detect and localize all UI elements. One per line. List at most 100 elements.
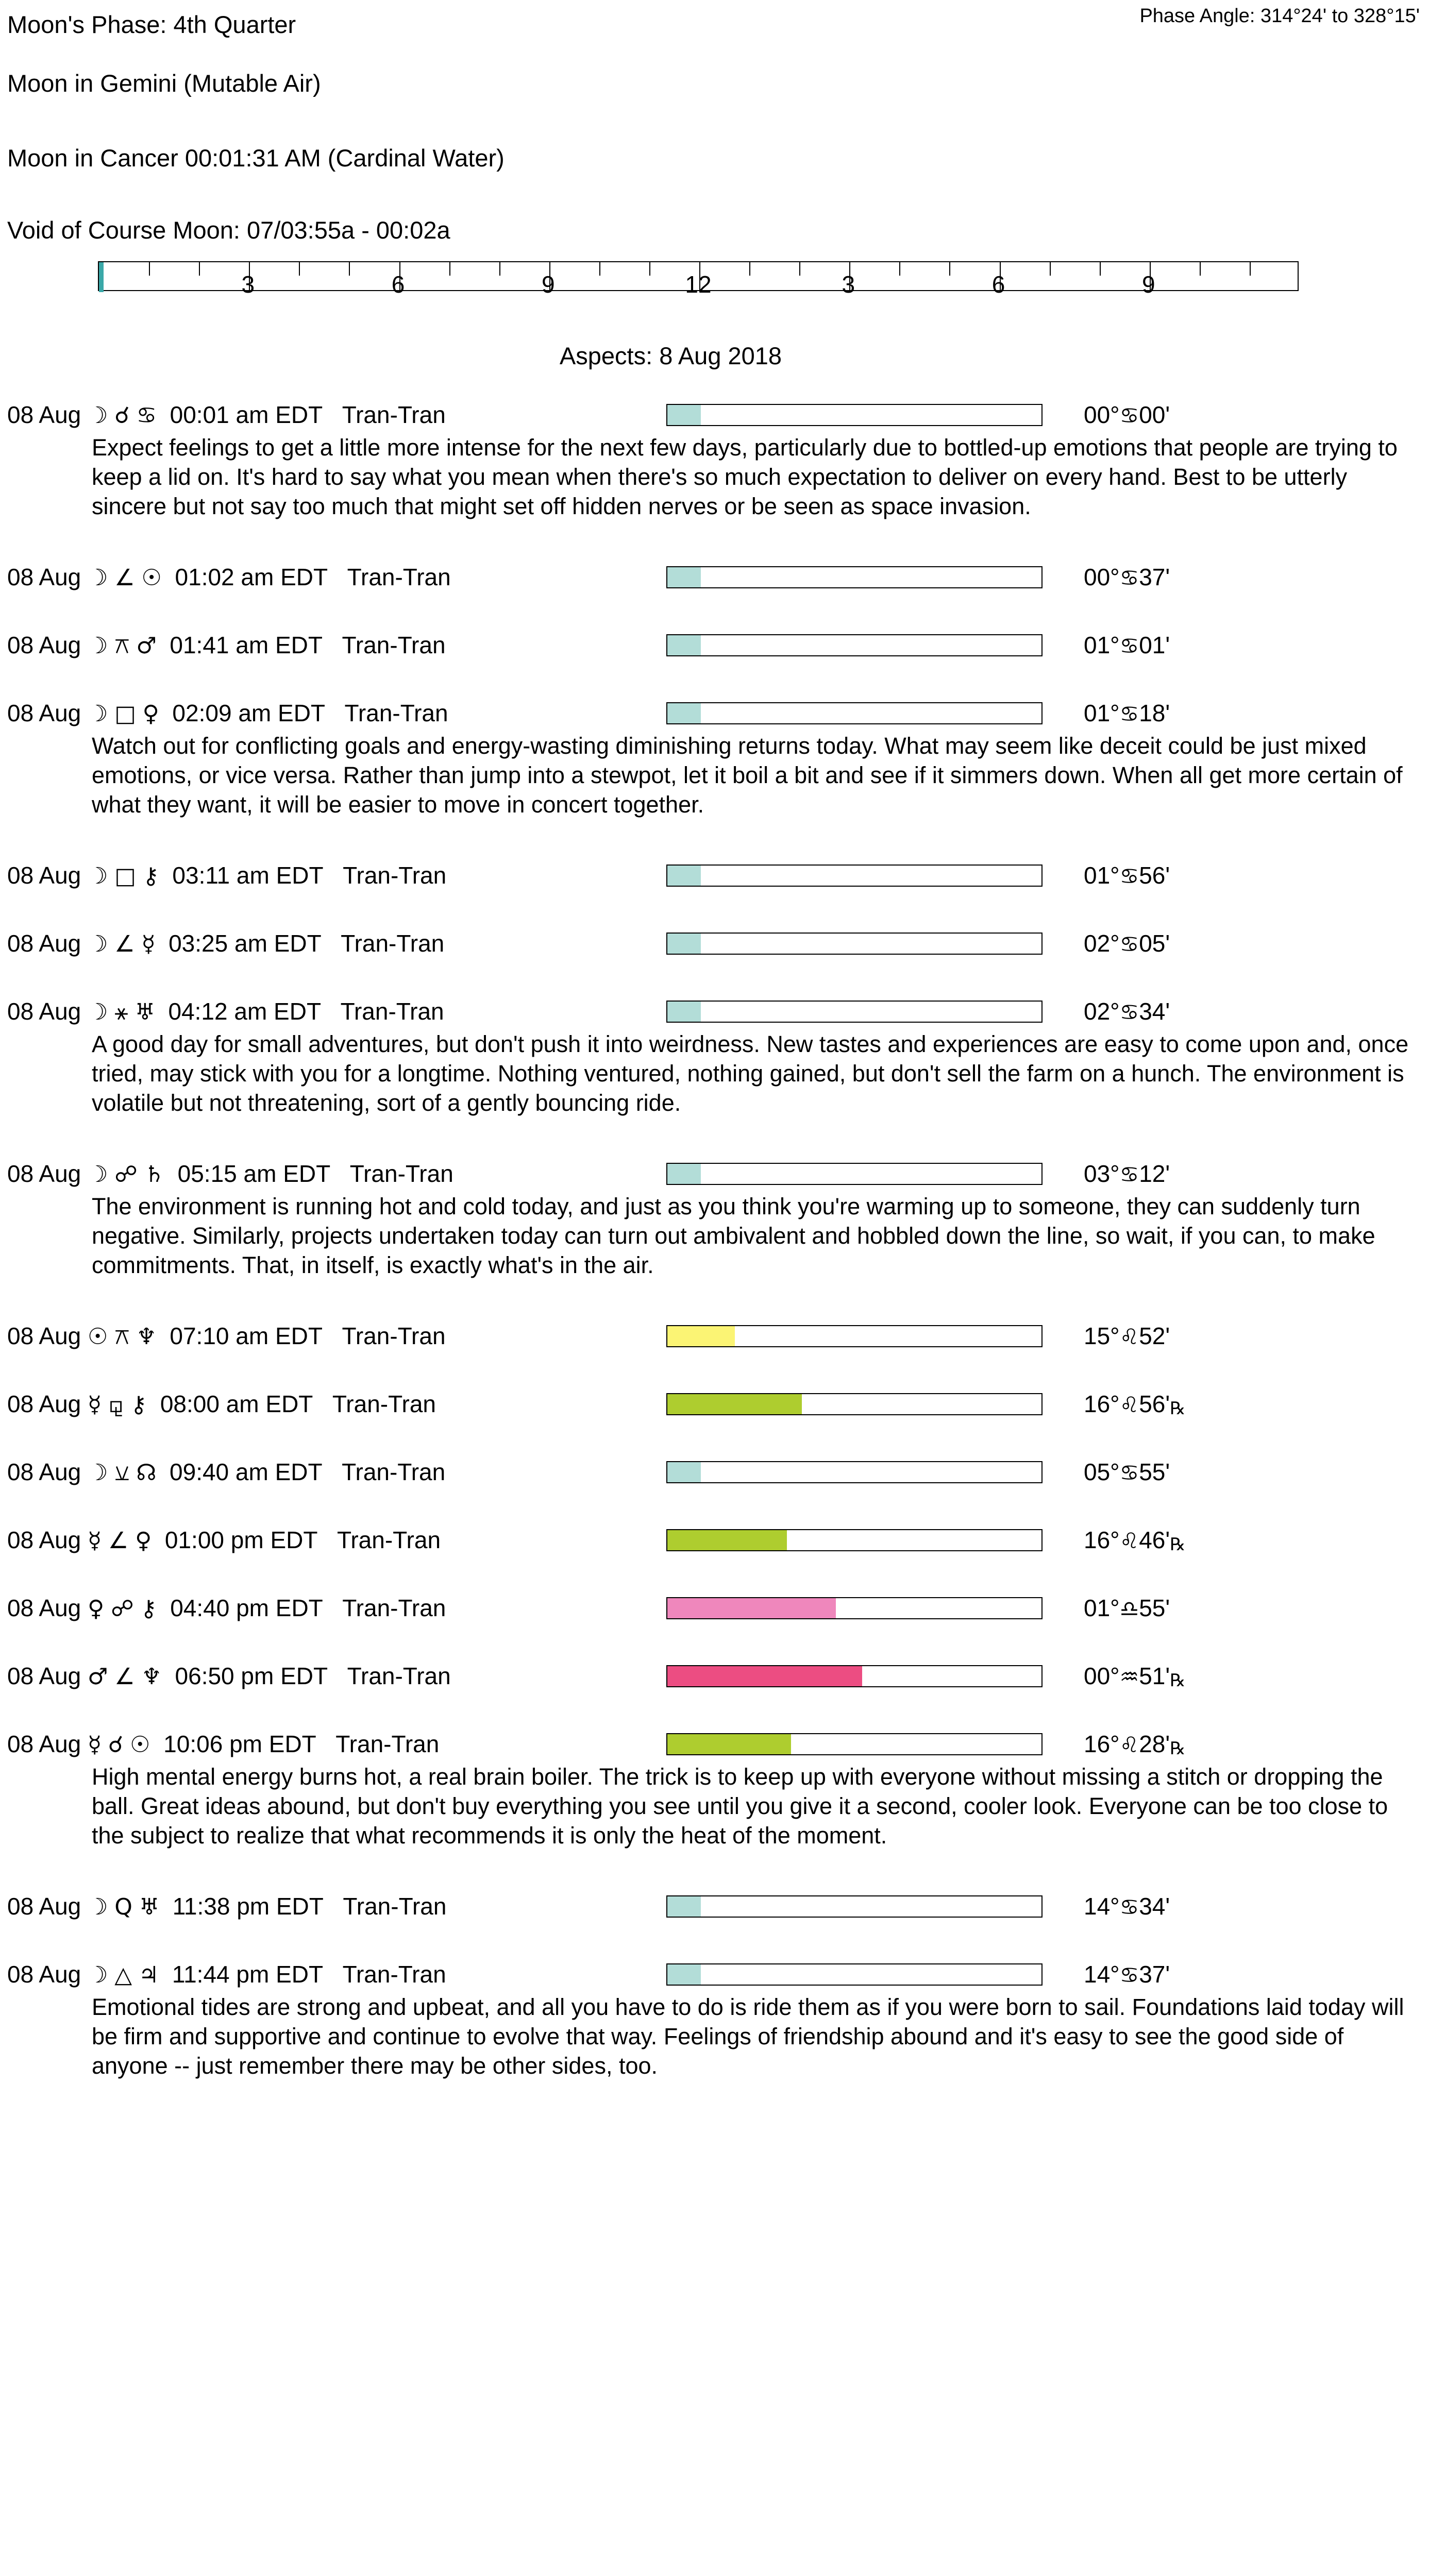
- aspect-row[interactable]: 08 Aug ☽ △ ♃ 11:44 pm EDT Tran-Tran 14°♋3…: [0, 1956, 1429, 1992]
- aspect-label: 08 Aug ☉ ⚻ ♆ 07:10 am EDT Tran-Tran: [7, 1323, 446, 1350]
- aspect-description: The environment is running hot and cold …: [92, 1193, 1375, 1278]
- retrograde-icon: ℞: [1170, 1535, 1186, 1554]
- planet2-glyph-icon: ⚷: [140, 1596, 157, 1622]
- planet2-glyph-icon: ♋: [136, 402, 157, 429]
- row-spacer: [0, 663, 1429, 695]
- ruler-tick: [399, 262, 400, 292]
- aspect-row[interactable]: 08 Aug ♂ ∠ ♆ 06:50 pm EDT Tran-Tran 00°♒5…: [0, 1658, 1429, 1694]
- aspect-row[interactable]: 08 Aug ☿ ⚼ ⚷ 08:00 am EDT Tran-Tran 16°♌5…: [0, 1386, 1429, 1422]
- planet1-glyph-icon: ☿: [88, 1732, 102, 1758]
- aspect-block: 08 Aug ☽ ⚺ ☊ 09:40 am EDT Tran-Tran 05°♋5…: [0, 1454, 1429, 1522]
- ruler-tick: [1249, 262, 1251, 276]
- aspect-strength-bar: [666, 1963, 1043, 1986]
- aspect-row[interactable]: 08 Aug ☽ □ ♀ 02:09 am EDT Tran-Tran 01°♋1…: [0, 695, 1429, 731]
- ruler-tick: [799, 262, 801, 276]
- ruler-tick: [149, 262, 150, 276]
- aspect-row[interactable]: 08 Aug ☽ ⚻ ♂ 01:41 am EDT Tran-Tran 01°♋0…: [0, 627, 1429, 663]
- aspect-strength-bar: [666, 1733, 1043, 1755]
- aspect-strength-bar: [666, 1597, 1043, 1619]
- aspect-row[interactable]: 08 Aug ☽ ☌ ♋ 00:01 am EDT Tran-Tran 00°♋0…: [0, 397, 1429, 433]
- aspect-row[interactable]: 08 Aug ☿ ∠ ♀ 01:00 pm EDT Tran-Tran 16°♌4…: [0, 1522, 1429, 1558]
- aspect-glyph-icon: ⚻: [114, 633, 130, 659]
- aspect-strength-bar: [666, 1163, 1043, 1185]
- ruler-tick: [1099, 262, 1101, 276]
- zodiac-sign-glyph-icon: ♌: [1119, 1392, 1139, 1417]
- planet2-glyph-icon: ♅: [135, 999, 155, 1025]
- zodiac-sign-glyph-icon: ♎: [1119, 1596, 1139, 1621]
- retrograde-icon: ℞: [1170, 1739, 1186, 1758]
- aspect-row[interactable]: 08 Aug ☽ Q ♅ 11:38 pm EDT Tran-Tran 14°♋3…: [0, 1888, 1429, 1924]
- row-spacer: [0, 819, 1429, 857]
- planet1-glyph-icon: ☽: [88, 1460, 108, 1486]
- aspect-position: 16°♌46'℞: [1084, 1527, 1186, 1554]
- aspect-row[interactable]: 08 Aug ☉ ⚻ ♆ 07:10 am EDT Tran-Tran 15°♌5…: [0, 1318, 1429, 1354]
- aspect-row[interactable]: 08 Aug ☽ ∠ ☿ 03:25 am EDT Tran-Tran 02°♋0…: [0, 925, 1429, 961]
- planet2-glyph-icon: ♂: [136, 633, 157, 659]
- aspect-label: 08 Aug ☽ ∠ ☉ 01:02 am EDT Tran-Tran: [7, 564, 451, 591]
- ruler-tick: [249, 262, 250, 292]
- row-spacer: [0, 1850, 1429, 1888]
- zodiac-sign-glyph-icon: ♋: [1119, 633, 1139, 658]
- aspect-label: 08 Aug ☽ ☍ ♄ 05:15 am EDT Tran-Tran: [7, 1160, 453, 1188]
- aspect-strength-bar-fill: [667, 1964, 701, 1985]
- moon-phase-row: Moon's Phase: 4th Quarter Phase Angle: 3…: [7, 0, 1429, 47]
- planet2-glyph-icon: ♆: [136, 1324, 157, 1350]
- void-of-course-label: Void of Course Moon: 07/03:55a - 00:02a: [7, 216, 450, 244]
- ruler-label: 6: [991, 271, 1005, 298]
- row-spacer: [0, 1280, 1429, 1318]
- row-spacer: [0, 1490, 1429, 1522]
- aspect-position: 14°♋37': [1084, 1961, 1170, 1988]
- aspect-strength-bar-fill: [667, 1734, 791, 1754]
- aspect-strength-bar: [666, 634, 1043, 656]
- aspect-position: 05°♋55': [1084, 1459, 1170, 1485]
- ruler-track: [98, 261, 1299, 292]
- planet1-glyph-icon: ☉: [88, 1324, 108, 1350]
- void-of-course-marker: [99, 262, 104, 292]
- row-spacer: [0, 1422, 1429, 1454]
- aspect-strength-bar-fill: [667, 866, 701, 886]
- aspect-glyph-icon: □: [114, 701, 136, 727]
- planet1-glyph-icon: ☿: [88, 1528, 102, 1554]
- aspect-strength-bar: [666, 404, 1043, 426]
- aspect-position: 01°♋01': [1084, 632, 1170, 658]
- row-spacer: [0, 1924, 1429, 1956]
- aspect-block: 08 Aug ☽ ☍ ♄ 05:15 am EDT Tran-Tran 03°♋1…: [0, 1156, 1429, 1318]
- retrograde-icon: ℞: [1170, 1399, 1186, 1418]
- aspect-glyph-icon: ⚺: [114, 1460, 130, 1486]
- aspect-row[interactable]: 08 Aug ☽ ⚺ ☊ 09:40 am EDT Tran-Tran 05°♋5…: [0, 1454, 1429, 1490]
- planet2-glyph-icon: ☉: [130, 1732, 150, 1758]
- aspect-description: High mental energy burns hot, a real bra…: [92, 1764, 1388, 1849]
- ruler-label: 12: [685, 271, 712, 298]
- aspect-strength-bar: [666, 1393, 1043, 1415]
- aspect-strength-bar-fill: [667, 1002, 701, 1022]
- zodiac-sign-glyph-icon: ♋: [1119, 565, 1139, 590]
- aspect-block: 08 Aug ☉ ⚻ ♆ 07:10 am EDT Tran-Tran 15°♌5…: [0, 1318, 1429, 1386]
- aspect-row[interactable]: 08 Aug ☽ ∠ ☉ 01:02 am EDT Tran-Tran 00°♋3…: [0, 559, 1429, 595]
- aspect-glyph-icon: ∠: [114, 1664, 135, 1690]
- aspect-strength-bar-fill: [667, 567, 701, 587]
- zodiac-sign-glyph-icon: ♋: [1119, 863, 1139, 889]
- aspect-row[interactable]: 08 Aug ☽ ☍ ♄ 05:15 am EDT Tran-Tran 03°♋1…: [0, 1156, 1429, 1192]
- aspect-label: 08 Aug ☿ ∠ ♀ 01:00 pm EDT Tran-Tran: [7, 1527, 441, 1554]
- aspect-strength-bar: [666, 1325, 1043, 1347]
- ruler-tick: [899, 262, 901, 276]
- aspect-block: 08 Aug ☽ ∠ ☿ 03:25 am EDT Tran-Tran 02°♋0…: [0, 925, 1429, 993]
- aspect-row[interactable]: 08 Aug ☽ □ ⚷ 03:11 am EDT Tran-Tran 01°♋5…: [0, 857, 1429, 893]
- aspect-row[interactable]: 08 Aug ☽ ⚹ ♅ 04:12 am EDT Tran-Tran 02°♋3…: [0, 993, 1429, 1029]
- aspect-glyph-icon: ⚹: [114, 999, 128, 1025]
- aspect-label: 08 Aug ☽ ⚻ ♂ 01:41 am EDT Tran-Tran: [7, 632, 446, 659]
- ruler-tick: [499, 262, 500, 276]
- zodiac-sign-glyph-icon: ♌: [1119, 1528, 1139, 1553]
- aspect-row[interactable]: 08 Aug ♀ ☍ ⚷ 04:40 pm EDT Tran-Tran 01°♎5…: [0, 1590, 1429, 1626]
- aspect-block: 08 Aug ☿ ⚼ ⚷ 08:00 am EDT Tran-Tran 16°♌5…: [0, 1386, 1429, 1454]
- aspect-row[interactable]: 08 Aug ☿ ☌ ☉ 10:06 pm EDT Tran-Tran 16°♌2…: [0, 1726, 1429, 1762]
- aspect-position: 00°♋00': [1084, 401, 1170, 428]
- aspect-glyph-icon: ∠: [108, 1528, 129, 1554]
- planet2-glyph-icon: ♀: [135, 1528, 152, 1554]
- ruler-tick: [1199, 262, 1201, 276]
- aspect-label: 08 Aug ☽ □ ♀ 02:09 am EDT Tran-Tran: [7, 700, 448, 727]
- planet1-glyph-icon: ☽: [88, 999, 108, 1025]
- aspect-strength-bar: [666, 702, 1043, 724]
- row-spacer: [0, 521, 1429, 559]
- page-header: Moon's Phase: 4th Quarter Phase Angle: 3…: [0, 0, 1429, 256]
